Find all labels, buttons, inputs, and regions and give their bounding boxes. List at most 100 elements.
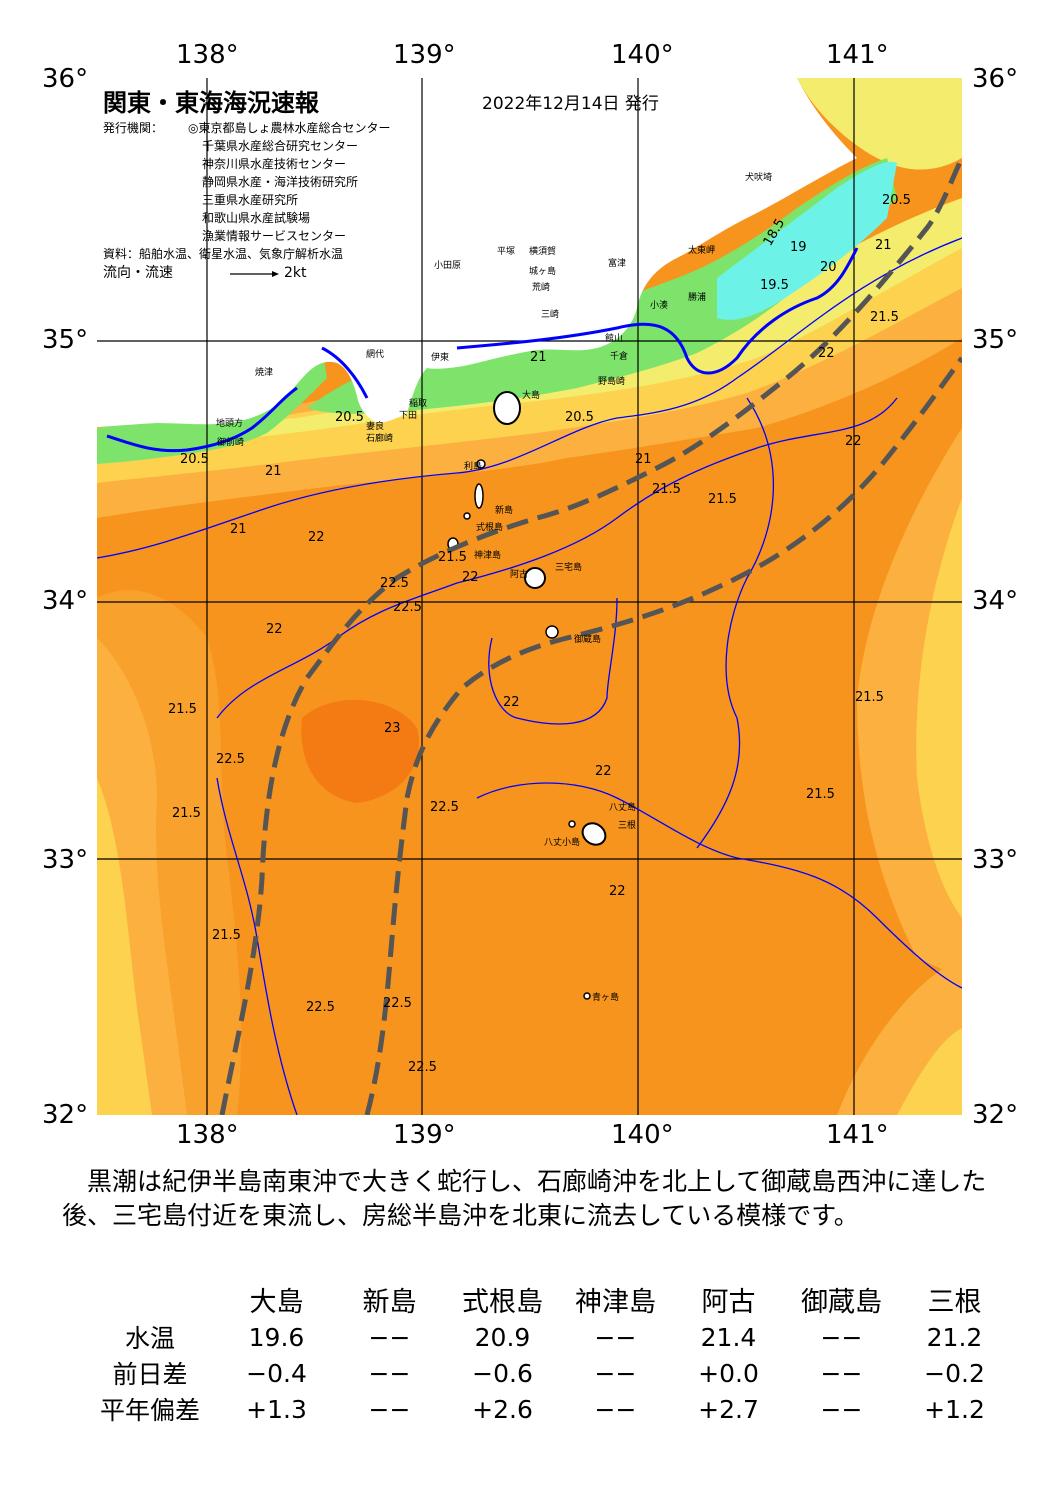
warm-core-region [301, 699, 419, 803]
place-toshima: 利島 [464, 462, 483, 472]
isotherm-label-20-5-d: 20.5 [565, 410, 594, 425]
place-misaki: 三崎 [541, 310, 560, 320]
table-cell: −− [368, 1394, 411, 1424]
isotherm-label-20-5-b: 20.5 [335, 410, 364, 425]
isotherm-label-21-5-d: 21.5 [438, 550, 467, 565]
place-mitsune: 三根 [618, 821, 637, 831]
place-inatori: 稲取 [409, 399, 428, 409]
isotherm-label-21-a: 21 [875, 238, 892, 253]
table-cell: −− [594, 1394, 637, 1424]
place-ito: 伊東 [431, 353, 450, 363]
kuroshio-summary: 黒潮は紀伊半島南東沖で大きく蛇行し、石廊崎沖を北上して御蔵島西沖に達した後、三宅… [62, 1165, 1022, 1233]
region-21-southeast [897, 1028, 962, 1115]
place-arasaki: 荒崎 [532, 283, 551, 293]
isotherm-22-center [488, 597, 618, 725]
column-ako: 阿古 [701, 1287, 756, 1318]
table-cell: +2.6 [472, 1394, 533, 1424]
table-cell: +1.3 [246, 1394, 307, 1424]
place-jogashima: 城ヶ島 [529, 267, 557, 277]
place-futtsu: 富津 [608, 259, 627, 269]
table-cell: −− [820, 1394, 863, 1424]
summary-text: 黒潮は紀伊半島南東沖で大きく蛇行し、石廊崎沖を北上して御蔵島西沖に達した後、三宅… [62, 1167, 987, 1230]
place-mera: 妻良 [366, 422, 385, 432]
isotherm-label-22-a: 22 [818, 346, 835, 361]
row-label: 水温 [124, 1324, 175, 1353]
lat-tick-32-right: 32° [972, 1100, 1019, 1130]
column-niijima: 新島 [362, 1287, 417, 1318]
region-21-coastal [97, 208, 962, 483]
island-niijima [474, 483, 484, 509]
isotherm-22-south [476, 782, 962, 989]
lon-tick-141-bottom: 141° [826, 1120, 889, 1150]
place-hachijojima: 八丈島 [609, 803, 637, 813]
table-corner [80, 1280, 220, 1319]
table-cell: −− [594, 1322, 637, 1352]
isotherm-20-bold-sagami [456, 247, 859, 375]
flow-legend-label: 流向・流速 [103, 265, 173, 281]
table-cell: +2.7 [698, 1394, 759, 1424]
map-title: 関東・東海海況速報 [103, 89, 319, 117]
table-cell: +0.0 [698, 1358, 759, 1388]
land-honshu [97, 78, 857, 427]
lon-tick-139-bottom: 139° [393, 1120, 456, 1150]
place-katsuura: 勝浦 [688, 293, 707, 303]
isotherm-label-22-5-c: 22.5 [216, 752, 245, 767]
place-odawara: 小田原 [434, 261, 462, 271]
place-ajiro: 網代 [366, 350, 385, 360]
table-cell: −− [594, 1358, 637, 1388]
region-cold-cyan-boso [717, 161, 897, 320]
isotherm-label-22-c: 22 [308, 530, 325, 545]
place-omaezaki: 御前崎 [217, 438, 245, 448]
place-oshima: 大島 [522, 391, 541, 401]
isotherm-20-5-bold [106, 247, 859, 453]
data-source: 資料：船舶水温、衛星水温、気象庁解析水温 [103, 247, 344, 261]
isotherm-label-21-5-i: 21.5 [212, 928, 241, 943]
lat-tick-32-left: 32° [42, 1100, 89, 1130]
lat-tick-33-left: 33° [42, 845, 89, 875]
isotherm-20-bold-west [106, 386, 298, 453]
table-cell: 19.6 [248, 1322, 305, 1352]
isotherm-label-21-5-f: 21.5 [806, 787, 835, 802]
sea-temperature-map [97, 78, 962, 1115]
island-hachijojima [581, 822, 607, 846]
lat-tick-33-right: 33° [972, 845, 1019, 875]
isotherm-label-19: 19 [790, 240, 807, 255]
place-niijima: 新島 [495, 506, 514, 516]
isotherm-22 [216, 397, 898, 719]
region-north-east [797, 78, 962, 170]
isotherm-label-21-5-a: 21.5 [870, 310, 899, 325]
place-mikurajima: 御蔵島 [574, 635, 602, 645]
map-canvas [97, 78, 962, 1115]
place-kozushima: 神津島 [474, 551, 502, 561]
lon-tick-141-top: 141° [826, 40, 889, 70]
kuroshio-outer-branch [364, 356, 962, 1115]
lat-tick-34-right: 34° [972, 586, 1019, 616]
isotherm-label-22-b: 22 [845, 434, 862, 449]
isotherm-label-22-h: 22 [609, 884, 626, 899]
table-cell: −0.2 [924, 1358, 985, 1388]
isotherm-label-21-d: 21 [530, 350, 547, 365]
island-toshima [476, 459, 486, 469]
island-temperature-table: 大島 新島 式根島 神津島 阿古 御蔵島 三根 水温 19.6 −− 20.9 … [80, 1280, 1011, 1427]
flow-legend-arrow [230, 271, 279, 277]
isotherm-label-21-5-c: 21.5 [708, 492, 737, 507]
isotherm-label-20-5-a: 20.5 [882, 193, 911, 208]
place-ako: 阿古 [510, 570, 529, 580]
lat-tick-34-left: 34° [42, 586, 89, 616]
table-cell: −− [820, 1322, 863, 1352]
table-cell: 20.9 [474, 1322, 531, 1352]
island-hachijokojima [568, 820, 576, 828]
lon-tick-140-top: 140° [611, 40, 674, 70]
region-cold-green-suruga [97, 318, 327, 464]
table-cell: −− [820, 1358, 863, 1388]
isotherm-label-21-5-e: 21.5 [855, 690, 884, 705]
place-nojimazaki: 野島崎 [598, 377, 626, 387]
issuer-6: 漁業情報サービスセンター [202, 229, 347, 243]
isotherm-label-21-b: 21 [265, 464, 282, 479]
column-mikurajima: 御蔵島 [801, 1287, 882, 1318]
flow-legend-value: 2kt [284, 265, 307, 281]
lat-tick-35-left: 35° [42, 325, 89, 355]
isotherm-label-22-f: 22 [503, 695, 520, 710]
isotherm-label-21-5-h: 21.5 [172, 806, 201, 821]
row-label: 前日差 [112, 1360, 188, 1389]
